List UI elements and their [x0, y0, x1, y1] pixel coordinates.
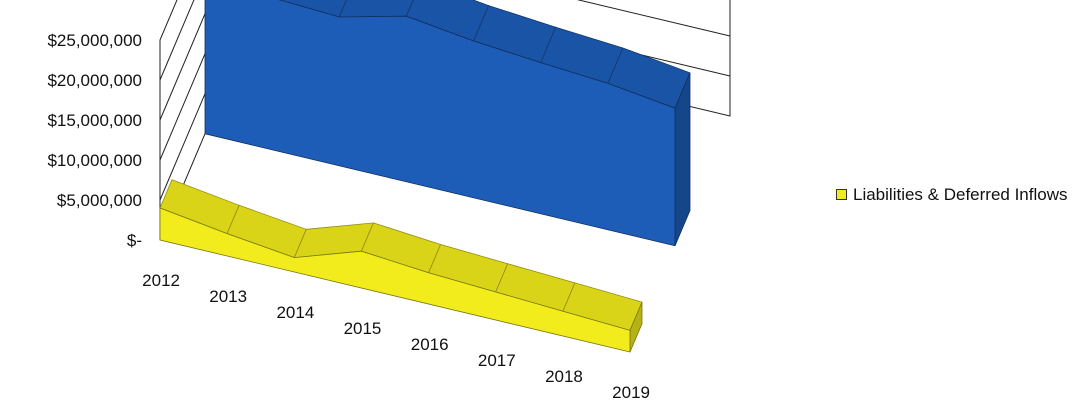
x-tick-label: 2013 — [209, 287, 247, 306]
x-tick-label: 2015 — [344, 319, 382, 338]
legend-swatch — [836, 189, 847, 200]
x-tick-label: 2014 — [276, 303, 314, 322]
x-tick-label: 2016 — [411, 335, 449, 354]
y-tick-label: $15,000,000 — [47, 111, 142, 130]
x-tick-label: 2018 — [545, 367, 583, 386]
legend-label: Liabilities & Deferred Inflows — [853, 185, 1068, 204]
series-front — [159, 179, 643, 353]
y-axis-ticks: $- $5,000,000 $10,000,000 $15,000,000 $20,00… — [47, 31, 142, 250]
y-tick-label: $20,000,000 — [47, 71, 142, 90]
series-back — [204, 0, 691, 247]
x-tick-label: 2017 — [478, 351, 516, 370]
x-tick-label: 2019 — [612, 383, 650, 402]
x-tick-label: 2012 — [142, 271, 180, 290]
y-tick-label: $10,000,000 — [47, 151, 142, 170]
gridline — [159, 0, 212, 121]
gridline — [159, 0, 731, 161]
y-tick-label: $- — [127, 231, 142, 250]
y-tick-label: $25,000,000 — [47, 31, 142, 50]
legend: Liabilities & Deferred Inflows — [836, 184, 1072, 206]
gridline — [159, 0, 195, 81]
y-tick-label: $5,000,000 — [57, 191, 142, 210]
series-front-face — [159, 207, 631, 353]
chart-series — [159, 0, 691, 353]
x-axis-ticks: 2012 2013 2014 2015 2016 2017 2018 2019 — [142, 271, 650, 402]
series-front-face — [204, 0, 676, 247]
